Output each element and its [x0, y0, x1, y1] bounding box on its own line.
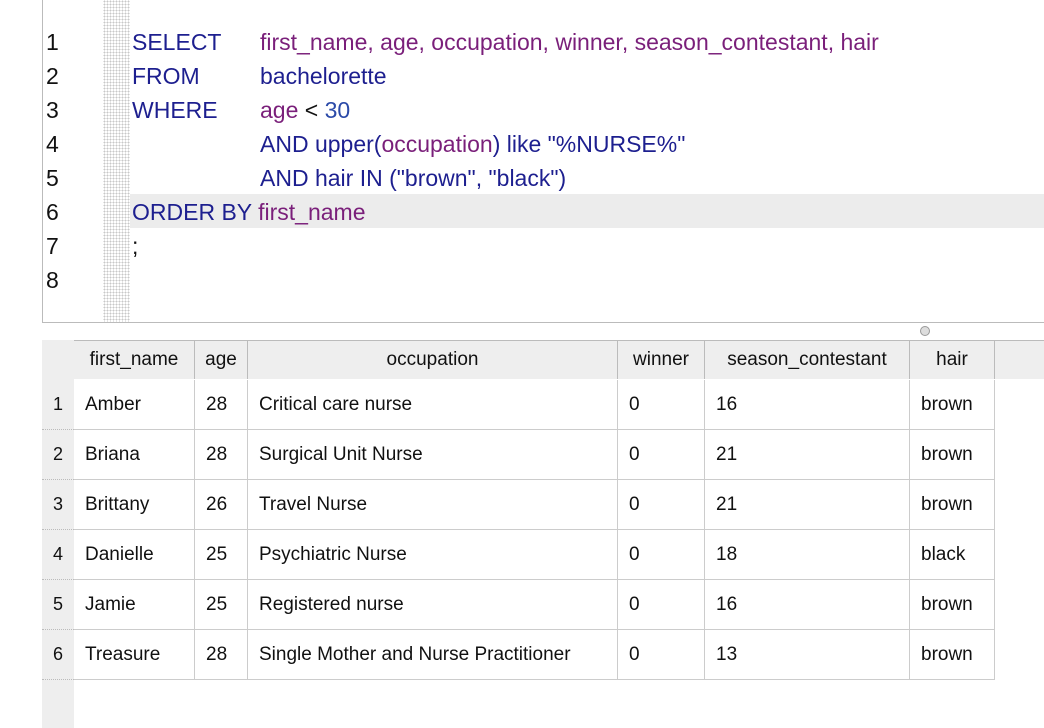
- table-cell[interactable]: 0: [618, 380, 705, 430]
- table-cell[interactable]: black: [910, 530, 995, 580]
- code-token: ) like: [492, 131, 548, 157]
- row-number: 2: [42, 430, 74, 480]
- code-line: ORDER BY first_name: [132, 195, 365, 229]
- splitter-handle[interactable]: [920, 326, 930, 336]
- table-cell[interactable]: 28: [195, 380, 248, 430]
- row-number: 5: [42, 580, 74, 630]
- code-line: AND upper(occupation) like "%NURSE%": [260, 127, 685, 161]
- header-row: [42, 341, 1044, 379]
- table-cell[interactable]: 21: [705, 480, 910, 530]
- code-token: ORDER BY: [132, 199, 252, 225]
- code-token: "%NURSE%": [547, 131, 686, 157]
- table-cell[interactable]: 26: [195, 480, 248, 530]
- editor[interactable]: [42, 0, 1044, 323]
- code-token: bachelorette: [260, 63, 387, 89]
- table-cell[interactable]: 21: [705, 430, 910, 480]
- table-cell[interactable]: 0: [618, 430, 705, 480]
- table-cell[interactable]: Surgical Unit Nurse: [248, 430, 618, 480]
- column-header[interactable]: winner: [618, 341, 705, 379]
- column-header[interactable]: first_name: [74, 341, 195, 379]
- table-cell[interactable]: Danielle: [74, 530, 195, 580]
- column-header[interactable]: season_contestant: [705, 341, 910, 379]
- table-cell[interactable]: Single Mother and Nurse Practitioner: [248, 630, 618, 680]
- table-cell[interactable]: Treasure: [74, 630, 195, 680]
- code-token: ;: [132, 233, 139, 259]
- line-number: 5: [46, 165, 59, 191]
- code-token: first_name: [258, 199, 366, 225]
- table-cell[interactable]: Briana: [74, 430, 195, 480]
- code-line: age < 30: [260, 93, 350, 127]
- code-token: age: [260, 97, 299, 123]
- table-cell[interactable]: 13: [705, 630, 910, 680]
- row-number: 4: [42, 530, 74, 580]
- code-token: upper(: [314, 131, 382, 157]
- table-cell[interactable]: Amber: [74, 380, 195, 430]
- line-number: 6: [46, 199, 59, 225]
- code-token: <: [298, 97, 325, 123]
- row-number: 6: [42, 630, 74, 680]
- current-line-highlight: [130, 194, 1044, 228]
- table-cell[interactable]: 0: [618, 630, 705, 680]
- line-number: 2: [46, 63, 59, 89]
- code-token: 30: [324, 97, 351, 123]
- code-token: occupation: [381, 131, 493, 157]
- code-token: first_name, age, occupation, winner, sea…: [260, 29, 879, 55]
- table-cell[interactable]: Brittany: [74, 480, 195, 530]
- line-number: 8: [46, 267, 59, 293]
- line-number: 4: [46, 131, 59, 157]
- table-cell[interactable]: 28: [195, 430, 248, 480]
- row-header-column: [42, 340, 74, 728]
- table-cell[interactable]: 16: [705, 580, 910, 630]
- column-header[interactable]: hair: [910, 341, 995, 379]
- table-cell[interactable]: brown: [910, 630, 995, 680]
- table-cell[interactable]: 25: [195, 580, 248, 630]
- code-token: FROM: [132, 63, 200, 89]
- line-number: 3: [46, 97, 59, 123]
- table-cell[interactable]: brown: [910, 430, 995, 480]
- table-cell[interactable]: 28: [195, 630, 248, 680]
- code-token: AND: [260, 131, 309, 157]
- row-number: 3: [42, 480, 74, 530]
- table-cell[interactable]: 25: [195, 530, 248, 580]
- table-cell[interactable]: Travel Nurse: [248, 480, 618, 530]
- column-header[interactable]: age: [195, 341, 248, 379]
- table-cell[interactable]: 0: [618, 480, 705, 530]
- table-cell[interactable]: Jamie: [74, 580, 195, 630]
- code-token: AND hair IN ("brown", "black"): [260, 165, 567, 191]
- table-cell[interactable]: Psychiatric Nurse: [248, 530, 618, 580]
- table-cell[interactable]: brown: [910, 580, 995, 630]
- gutter-hatch: [103, 0, 130, 322]
- code-token: SELECT: [132, 29, 222, 55]
- line-number: 1: [46, 29, 59, 55]
- line-number: 7: [46, 233, 59, 259]
- table-cell[interactable]: Registered nurse: [248, 580, 618, 630]
- code-token: WHERE: [132, 97, 218, 123]
- table-cell[interactable]: Critical care nurse: [248, 380, 618, 430]
- table-cell[interactable]: brown: [910, 480, 995, 530]
- table-cell[interactable]: 0: [618, 530, 705, 580]
- column-header[interactable]: occupation: [248, 341, 618, 379]
- table-cell[interactable]: 16: [705, 380, 910, 430]
- table-cell[interactable]: 0: [618, 580, 705, 630]
- table-cell[interactable]: 18: [705, 530, 910, 580]
- row-number: 1: [42, 380, 74, 430]
- table-cell[interactable]: brown: [910, 380, 995, 430]
